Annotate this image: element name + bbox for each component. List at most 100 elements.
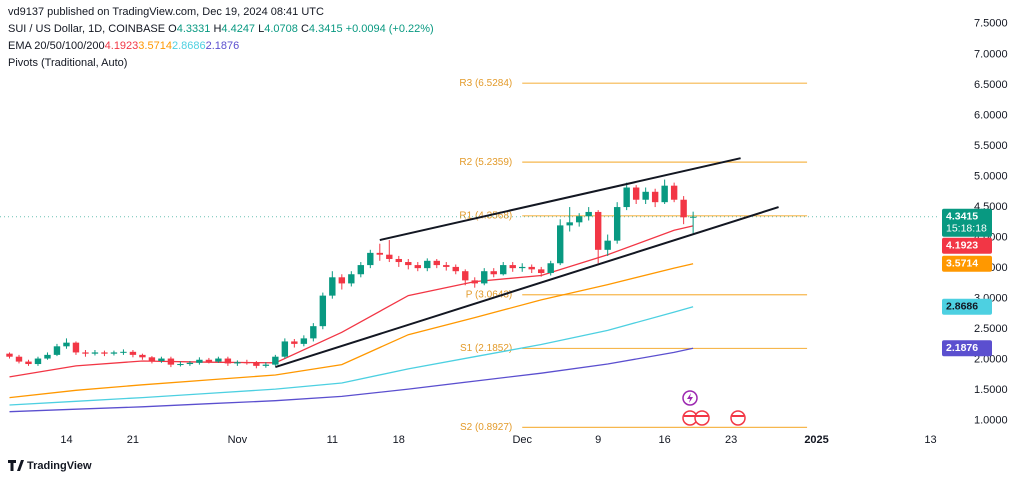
change: +0.0094 (+0.22%) — [345, 23, 434, 35]
y-tick-label: 2.0000 — [974, 354, 1008, 366]
candle-body — [234, 362, 241, 364]
x-tick-label: 14 — [60, 434, 72, 446]
pivots-legend: Pivots (Traditional, Auto) — [8, 55, 434, 72]
candle-body — [462, 271, 469, 281]
candle-body — [414, 265, 421, 269]
candle-body — [509, 265, 516, 269]
publisher-line: vd9137 published on TradingView.com, Dec… — [8, 4, 434, 21]
x-tick-label: 23 — [725, 434, 737, 446]
candle-body — [148, 357, 156, 361]
pivot-label: R2 (5.2359) — [459, 157, 512, 168]
ohlc-value: 4.3415 — [308, 23, 343, 35]
plot: R3 (6.5284)R2 (5.2359)R1 (4.3568)P (3.06… — [0, 78, 940, 433]
candle-body — [82, 352, 89, 354]
ohlc-label: C — [300, 23, 309, 35]
candle-body — [167, 358, 175, 365]
pivots-title: Pivots (Traditional, Auto) — [8, 57, 128, 69]
candle-body — [604, 240, 611, 250]
candle-body — [91, 352, 99, 354]
candle-body — [6, 353, 13, 357]
x-tick-label: 18 — [393, 434, 405, 446]
logo-icon — [8, 460, 24, 471]
candle-body — [205, 359, 213, 362]
candle-body — [272, 356, 279, 365]
event-icon-glyph — [687, 393, 693, 403]
symbol-title: SUI / US Dollar, 1D, COINBASE — [8, 23, 166, 35]
candle-body — [63, 342, 70, 347]
x-tick-label: 2025 — [804, 434, 828, 446]
ohlc-label: H — [213, 23, 222, 35]
candle-body — [253, 362, 260, 366]
x-tick-label: 13 — [924, 434, 936, 446]
candle-body — [101, 352, 108, 354]
trendline — [379, 157, 741, 242]
ohlc-value: 4.3331 — [176, 23, 211, 35]
candle-body — [300, 338, 308, 344]
candle-body — [680, 199, 687, 218]
x-tick-label: Nov — [228, 434, 248, 446]
candle-body — [395, 258, 402, 263]
y-tick-label: 1.0000 — [974, 415, 1008, 427]
y-tick-label: 6.5000 — [974, 79, 1008, 91]
candle-body — [291, 341, 298, 344]
candle-body — [120, 351, 127, 353]
candle-body — [632, 187, 640, 200]
price-badge-label: 3.5714 — [946, 258, 978, 270]
candle-body — [262, 364, 270, 366]
candle-body — [177, 364, 184, 366]
candle-body — [566, 222, 573, 226]
y-tick-label: 5.0000 — [974, 170, 1008, 182]
pivot-label: S2 (0.8927) — [460, 422, 512, 433]
candle-body — [405, 262, 412, 266]
candle-body — [158, 358, 165, 361]
candle-body — [433, 260, 440, 266]
candle-body — [310, 326, 317, 339]
ema-value: 4.1923 — [104, 40, 139, 52]
candle-body — [623, 187, 630, 208]
candle-body — [585, 211, 592, 217]
ema-title: EMA 20/50/100/200 — [8, 40, 105, 52]
candle-body — [651, 191, 659, 203]
candle-body — [243, 362, 251, 364]
pivot-label: P (3.0643) — [466, 289, 513, 300]
candle-body — [538, 269, 545, 274]
y-tick-label: 1.5000 — [974, 384, 1008, 396]
price-badge-label: 2.1876 — [946, 342, 978, 354]
candle-body — [452, 266, 459, 272]
price-badge-label: 2.8686 — [946, 300, 978, 312]
candle-body — [670, 185, 678, 200]
x-tick-label: 11 — [327, 434, 338, 446]
candle-body — [500, 265, 507, 275]
candle-body — [224, 358, 232, 364]
ema-line — [9, 306, 694, 406]
event-icon[interactable] — [730, 410, 746, 426]
event-icon[interactable] — [694, 410, 710, 426]
flag-stripe — [732, 415, 744, 417]
candle-body — [528, 266, 535, 270]
candle-body — [186, 362, 194, 365]
ohlc-value: 4.0708 — [264, 23, 298, 35]
y-tick-label: 7.5000 — [974, 18, 1008, 30]
candle-body — [215, 358, 222, 362]
y-tick-label: 2.5000 — [974, 323, 1008, 335]
candle-body — [661, 185, 668, 203]
countdown: 15:18:18 — [946, 223, 987, 235]
candle-body — [594, 211, 602, 250]
candle-body — [281, 341, 289, 357]
candle-body — [338, 277, 346, 284]
pivot-label: S1 (2.1852) — [460, 343, 512, 354]
ohlc-value: 4.4247 — [221, 23, 256, 35]
price-badge — [942, 340, 992, 357]
candle-body — [613, 207, 621, 241]
flag-stripe — [684, 415, 696, 417]
x-tick-label: 16 — [659, 434, 671, 446]
x-tick-label: Dec — [512, 434, 532, 446]
candle-body — [357, 265, 365, 275]
candle-body — [53, 346, 61, 355]
candle-body — [72, 342, 80, 353]
ema-line — [9, 263, 694, 399]
price-badge — [942, 255, 992, 272]
y-tick-label: 6.0000 — [974, 109, 1008, 121]
